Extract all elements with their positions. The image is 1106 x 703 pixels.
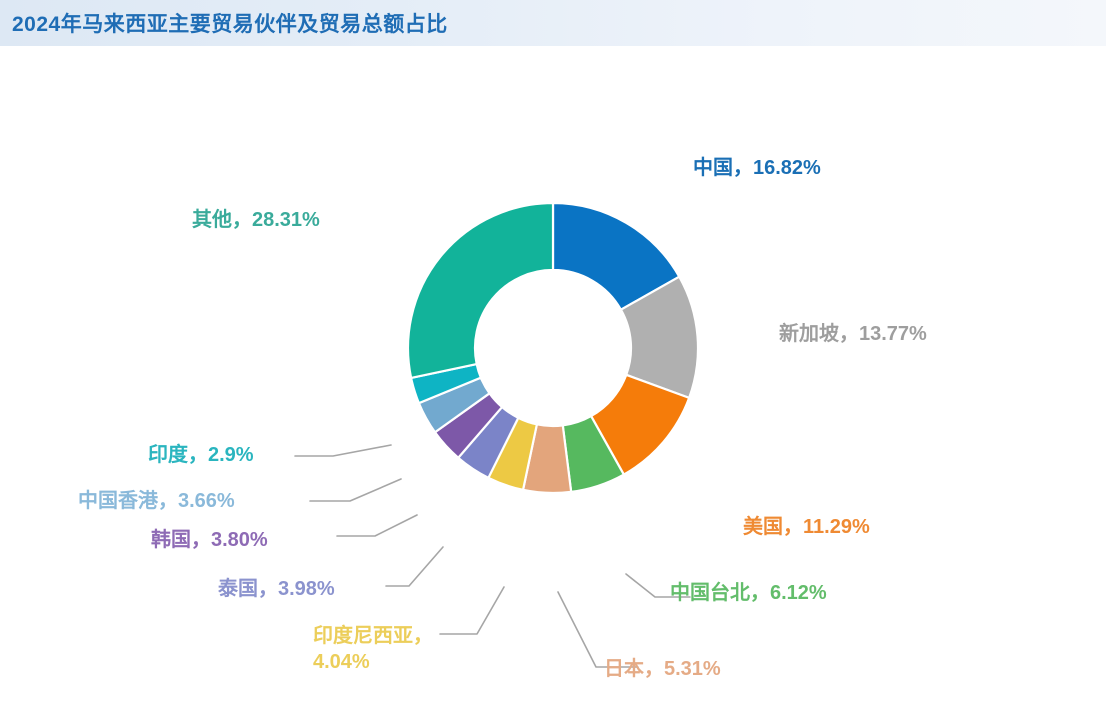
leader-lines <box>294 444 691 668</box>
label-korea: 韩国，3.80% <box>151 529 268 551</box>
label-other: 其他，28.31% <box>192 209 320 231</box>
title-bar: 2024年马来西亚主要贸易伙伴及贸易总额占比 <box>0 0 1106 46</box>
page-title: 2024年马来西亚主要贸易伙伴及贸易总额占比 <box>12 13 448 36</box>
donut-slices <box>406 201 700 495</box>
label-singapore: 新加坡，13.77% <box>779 323 927 345</box>
leader-line-india <box>294 444 392 457</box>
label-india: 印度，2.9% <box>148 444 254 466</box>
leader-line-korea <box>336 514 418 537</box>
label-thailand: 泰国，3.98% <box>218 578 335 600</box>
label-indonesia: 印度尼西亚， 4.04% <box>313 625 433 673</box>
label-taipei: 中国台北，6.12% <box>670 582 827 604</box>
label-usa: 美国，11.29% <box>743 516 870 538</box>
leader-line-japan <box>557 591 639 668</box>
donut-slice[interactable] <box>406 201 555 380</box>
label-china: 中国，16.82% <box>693 157 821 179</box>
leader-line-hongkong <box>309 478 402 502</box>
donut-chart-svg <box>294 201 700 668</box>
label-japan: 日本，5.31% <box>604 658 721 680</box>
leader-line-indonesia <box>439 586 505 635</box>
label-hongkong: 中国香港，3.66% <box>78 490 235 512</box>
leader-line-thailand <box>385 546 444 587</box>
donut-chart: 中国，16.82% 新加坡，13.77% 美国，11.29% 中国台北，6.12… <box>0 46 1106 703</box>
leader-line-taipei <box>625 573 691 598</box>
